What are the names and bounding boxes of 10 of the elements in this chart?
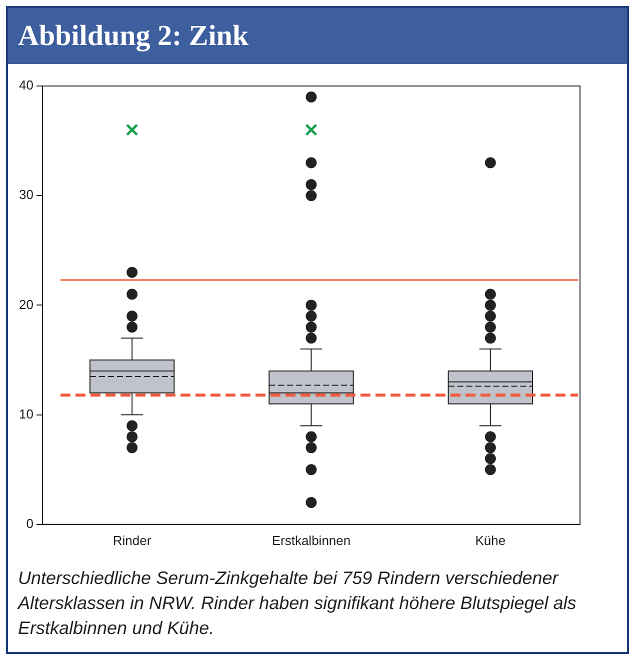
x-tick-label: Rinder [112, 532, 152, 548]
y-tick-label: 20 [18, 296, 34, 312]
y-tick-label: 10 [18, 406, 34, 422]
chart-title: Abbildung 2: Zink [8, 8, 627, 64]
text: Unterschiedliche Serum-Zinkgehalte bei 759 Rindern verschiedener Altersklassen in NRW. Rinder haben signifikant höhere Blutspiegel als Erstkalbinnen und Kühe. [18, 567, 578, 640]
y-tick-label: 0 [26, 516, 34, 531]
x-tick-label: Erstkalbinnen [272, 532, 351, 548]
x-tick-label: Kühe [475, 532, 506, 548]
y-tick-label: 30 [18, 187, 34, 202]
y-tick-label: 40 [18, 78, 34, 93]
